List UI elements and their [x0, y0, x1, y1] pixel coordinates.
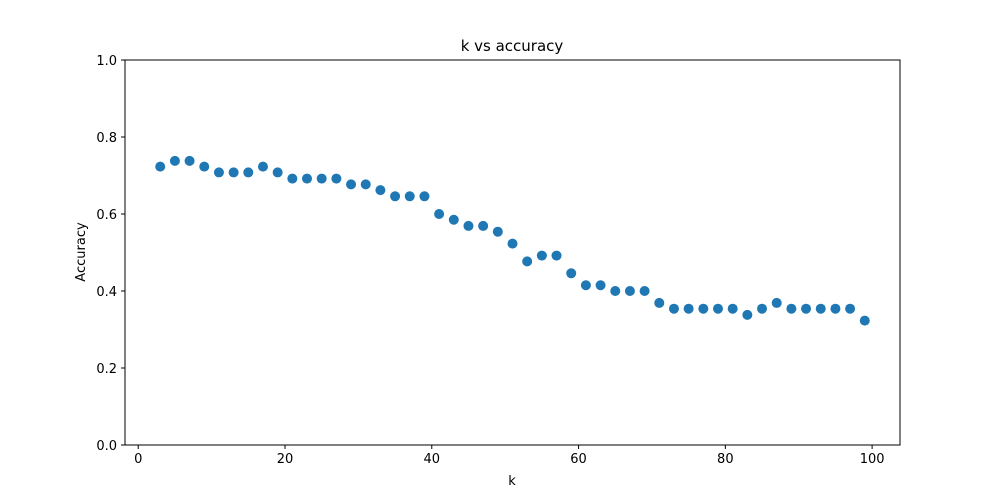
- scatter-point: [316, 173, 327, 184]
- scatter-point: [331, 173, 342, 184]
- scatter-point: [698, 303, 709, 314]
- scatter-point: [434, 209, 445, 219]
- scatter-point: [390, 191, 401, 202]
- scatter-point: [184, 155, 195, 166]
- x-tick-label: 100: [860, 452, 885, 467]
- y-axis-label: Accuracy: [74, 222, 89, 282]
- scatter-point: [580, 280, 591, 291]
- scatter-point: [257, 161, 268, 172]
- scatter-point: [712, 303, 723, 314]
- scatter-point: [639, 286, 650, 296]
- scatter-point: [287, 173, 298, 184]
- plot-frame: [124, 59, 901, 446]
- scatter-point: [624, 286, 635, 296]
- scatter-point: [228, 167, 239, 178]
- scatter-point: [169, 155, 180, 166]
- chart-title: k vs accuracy: [461, 37, 564, 55]
- y-axis-ticks: 0.0 0.2 0.4 0.6 0.8 1.0: [96, 54, 125, 454]
- scatter-point: [522, 256, 533, 267]
- scatter-point: [492, 226, 503, 237]
- scatter-point: [815, 303, 826, 314]
- scatter-point: [683, 303, 694, 314]
- x-axis-ticks: 0 20 40 60 80 100: [134, 445, 885, 467]
- scatter-point: [404, 191, 415, 202]
- scatter-point: [199, 161, 210, 172]
- scatter-point: [302, 173, 313, 184]
- scatter-point: [654, 297, 665, 308]
- x-tick-label: 80: [717, 452, 734, 467]
- y-tick-label: 0.8: [96, 131, 117, 146]
- x-tick-label: 40: [423, 452, 440, 467]
- scatter-point: [155, 161, 166, 172]
- scatter-point: [272, 167, 283, 178]
- scatter-point: [566, 268, 577, 279]
- y-tick-label: 0.2: [96, 362, 117, 377]
- scatter-point: [419, 191, 430, 202]
- scatter-point: [360, 179, 371, 190]
- scatter-point: [243, 167, 254, 178]
- scatter-point: [507, 238, 518, 249]
- scatter-point: [859, 315, 870, 326]
- scatter-point: [742, 309, 753, 320]
- scatter-point: [536, 250, 547, 261]
- x-tick-label: 60: [570, 452, 587, 467]
- scatter-point: [830, 303, 841, 314]
- scatter-point: [771, 297, 782, 308]
- scatter-point: [213, 167, 224, 178]
- scatter-point: [551, 250, 562, 261]
- scatter-point: [346, 179, 357, 190]
- y-tick-label: 0.4: [96, 285, 117, 300]
- y-tick-label: 0.0: [96, 439, 117, 454]
- scatter-point: [448, 214, 459, 225]
- scatter-point: [478, 220, 489, 231]
- scatter-point: [610, 286, 621, 296]
- scatter-point: [845, 303, 856, 314]
- x-tick-label: 20: [277, 452, 294, 467]
- scatter-point: [757, 303, 768, 314]
- scatter-point: [375, 185, 386, 196]
- scatter-point: [786, 303, 797, 314]
- x-axis-label: k: [508, 474, 516, 489]
- scatter-point: [801, 303, 812, 314]
- y-tick-label: 0.6: [96, 208, 117, 223]
- data-points: [155, 155, 870, 326]
- y-tick-label: 1.0: [96, 54, 117, 69]
- x-tick-label: 0: [134, 452, 142, 467]
- scatter-point: [668, 303, 679, 314]
- scatter-point: [595, 280, 606, 291]
- scatter-point: [727, 303, 738, 314]
- scatter-point: [463, 220, 474, 231]
